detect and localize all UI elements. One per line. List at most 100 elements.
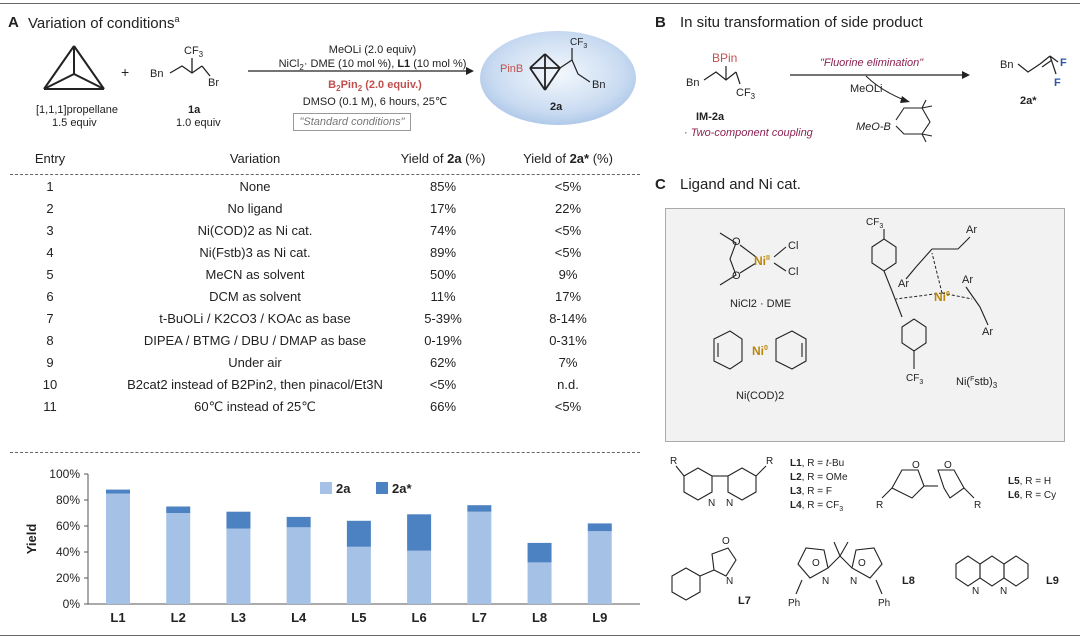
variation-cell: 60℃ instead of 25℃	[194, 399, 316, 414]
yield-2a-cell: 62%	[429, 355, 457, 370]
variation-cell: DCM as solvent	[209, 289, 301, 304]
product-2a-structure: PinB CF3 Bn 2a	[480, 31, 636, 125]
y-tick-label: 100%	[49, 467, 80, 481]
panel-c-title: Ligand and Ni cat.	[680, 176, 801, 193]
svg-text:L3, R = F: L3, R = F	[790, 486, 832, 497]
svg-text:Ar: Ar	[962, 274, 973, 286]
svg-text:N: N	[1000, 586, 1007, 597]
propellane-structure	[43, 45, 105, 90]
ligand-yield-chart: 0% 20% 40% 60% 80% 100% Yield L1 L2 L3 L4 L5 L6 L7 L8 L…	[24, 467, 640, 625]
compound-1a-structure: Bn CF3 Br	[150, 45, 219, 89]
table-row: 5 MeCN as solvent 50% 9%	[10, 264, 640, 286]
ligand-structures: R R N N L1, R = t-Bu L2, R = OMe L3, R =…	[670, 456, 1059, 609]
reagent1-equiv: 1.5 equiv	[52, 117, 97, 129]
bar-L9-2a	[587, 531, 612, 604]
svg-text:Bn: Bn	[592, 79, 605, 91]
ni-catalyst-box	[665, 208, 1065, 442]
svg-text:L1, R = t-Bu: L1, R = t-Bu	[790, 458, 844, 469]
svg-text:Bn: Bn	[150, 68, 163, 80]
svg-text:2a: 2a	[550, 101, 563, 113]
reaction-arrow-a	[248, 67, 474, 75]
yield-2a-cell: <5%	[429, 377, 457, 392]
variation-cell: Under air	[228, 355, 282, 370]
x-tick-label: L9	[592, 610, 607, 625]
panel-a-label: A	[8, 14, 19, 31]
yield-2a-star-cell: 22%	[554, 201, 582, 216]
entry-cell: 3	[46, 223, 54, 238]
svg-text:PinB: PinB	[500, 63, 523, 75]
legend-swatch-2a*	[376, 482, 388, 494]
x-tick-label: L5	[351, 610, 366, 625]
entry-cell: 9	[46, 355, 54, 370]
bar-L5-2a	[346, 546, 371, 604]
entry-cell: 4	[46, 245, 54, 260]
bar-L6-2a	[407, 550, 432, 604]
condition-line-1: MeOLi (2.0 equiv)	[328, 44, 417, 56]
bar-L3-2a*	[226, 511, 251, 529]
y-tick-label: 20%	[56, 571, 80, 585]
plus-sign: +	[121, 64, 130, 80]
header-yield-2a-star: Yield of 2a* (%)	[523, 151, 613, 166]
yield-2a-cell: 74%	[429, 223, 457, 238]
svg-text:L9: L9	[1046, 575, 1059, 587]
y-tick-label: 40%	[56, 545, 80, 559]
svg-text:L8: L8	[902, 575, 915, 587]
svg-text:R: R	[766, 456, 773, 467]
svg-text:CF3: CF3	[184, 45, 204, 59]
svg-text:· Two-component coupling: · Two-component coupling	[684, 127, 814, 139]
svg-text:F: F	[1060, 57, 1067, 69]
svg-text:O: O	[944, 460, 952, 471]
svg-text:Bn: Bn	[1000, 59, 1013, 71]
variation-cell: No ligand	[227, 201, 283, 216]
entry-cell: 11	[43, 399, 57, 414]
x-tick-label: L4	[291, 610, 307, 625]
table-row: 2 No ligand 17% 22%	[10, 198, 640, 220]
bar-L1-2a	[106, 493, 130, 604]
svg-text:Ph: Ph	[788, 598, 800, 609]
svg-text:"Fluorine elimination": "Fluorine elimination"	[820, 57, 924, 69]
header-variation: Variation	[229, 151, 281, 166]
svg-text:F: F	[1054, 77, 1061, 89]
yield-2a-star-cell: 9%	[558, 267, 578, 282]
table-row: 1 None 85% <5%	[10, 176, 640, 198]
svg-text:Ni(COD)2: Ni(COD)2	[736, 390, 784, 402]
bar-L4-2a	[286, 527, 311, 604]
svg-text:MeOLi: MeOLi	[850, 83, 882, 95]
svg-text:IM-2a: IM-2a	[696, 111, 725, 123]
y-tick-label: 60%	[56, 519, 80, 533]
entry-cell: 5	[46, 267, 54, 282]
ni-catalyst-structures: O O NiII Cl Cl NiCl2 · DME Ni0 Ni(COD)2 …	[713, 217, 998, 402]
svg-text:O: O	[912, 460, 920, 471]
svg-text:Ph: Ph	[878, 598, 890, 609]
y-axis-label: Yield	[24, 524, 39, 555]
table-row: 10 B2cat2 instead of B2Pin2, then pinacol…	[10, 374, 640, 396]
bar-L2-2a*	[166, 506, 191, 513]
svg-text:N: N	[822, 576, 829, 587]
svg-text:L7: L7	[738, 595, 751, 607]
svg-text:MeO-B: MeO-B	[856, 121, 891, 133]
x-tick-label: L2	[171, 610, 186, 625]
svg-text:CF3: CF3	[906, 373, 923, 386]
svg-text:NiII: NiII	[754, 254, 770, 268]
svg-text:CF3: CF3	[570, 37, 587, 50]
entry-cell: 10	[42, 377, 58, 392]
svg-text:L4, R = CF3: L4, R = CF3	[790, 500, 843, 513]
svg-text:O: O	[812, 558, 820, 569]
variation-cell: Ni(COD)2 as Ni cat.	[197, 223, 313, 238]
x-tick-label: L3	[231, 610, 246, 625]
svg-text:O: O	[858, 558, 866, 569]
bar-L9-2a*	[587, 523, 612, 532]
svg-text:Ar: Ar	[898, 278, 909, 290]
variation-cell: t-BuOLi / K2CO3 / KOAc as base	[159, 311, 351, 326]
bar-L7-2a	[467, 511, 492, 604]
reagent2-equiv: 1.0 equiv	[176, 117, 221, 129]
svg-text:O: O	[722, 536, 730, 547]
svg-text:Cl: Cl	[788, 266, 798, 278]
table-row: 9 Under air 62% 7%	[10, 352, 640, 374]
y-tick-label: 80%	[56, 493, 80, 507]
standard-conditions-box: "Standard conditions"	[293, 113, 411, 131]
yield-2a-star-cell: n.d.	[557, 377, 579, 392]
bar-L3-2a	[226, 528, 251, 604]
svg-text:BPin: BPin	[712, 51, 737, 65]
yield-2a-star-cell: <5%	[554, 179, 582, 194]
